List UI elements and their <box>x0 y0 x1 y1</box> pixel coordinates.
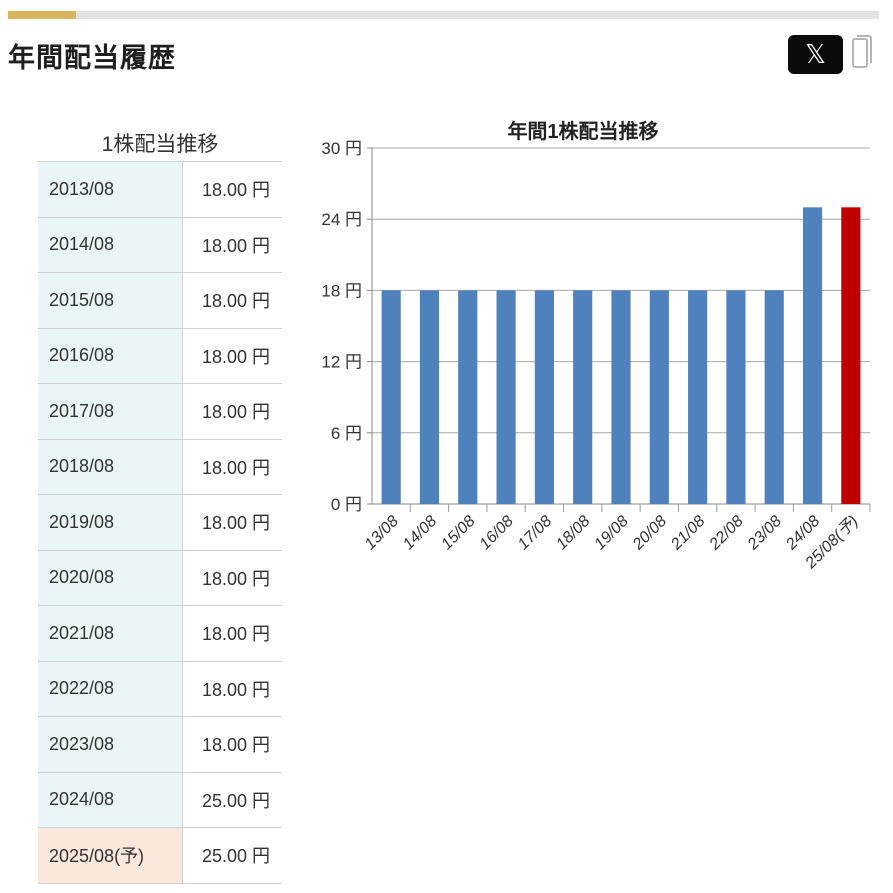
bar <box>419 290 440 504</box>
x-tick-label: 23/08 <box>744 513 785 554</box>
x-tick-label: 22/08 <box>706 513 747 554</box>
row-year: 2024/08 <box>38 772 183 828</box>
x-tick-label: 13/08 <box>362 513 402 553</box>
bar <box>458 290 478 504</box>
bar <box>726 290 746 504</box>
bar <box>611 290 631 504</box>
table-row: 2019/08 18.00 円 <box>38 494 282 551</box>
y-tick-label: 6 円 <box>331 424 362 443</box>
table-row: 2018/08 18.00 円 <box>38 439 282 495</box>
bars <box>381 207 861 504</box>
dividend-table: 2013/08 18.00 円 2014/08 18.00 円 2015/08 18.00… <box>38 161 282 884</box>
row-amount: 18.00 円 <box>182 716 282 773</box>
table-row: 2024/08 25.00 円 <box>38 772 282 828</box>
row-amount: 18.00 円 <box>182 550 282 606</box>
row-amount: 18.00 円 <box>182 605 282 662</box>
row-year: 2020/08 <box>38 550 183 606</box>
x-tick-label: 20/08 <box>629 513 670 554</box>
x-logo-icon: 𝕏 <box>805 39 826 70</box>
x-tick-label: 19/08 <box>591 513 631 553</box>
dividend-bar-chart: 年間1株配当推移 0 円 6 円 12 円 18 円 24 円 30 円 13/0814/0… <box>321 119 871 573</box>
row-year: 2015/08 <box>38 272 183 329</box>
table-row: 2020/08 18.00 円 <box>38 550 282 606</box>
bar-forecast <box>841 207 861 504</box>
row-amount: 18.00 円 <box>182 161 282 218</box>
row-amount: 18.00 円 <box>182 272 282 329</box>
bar <box>496 290 516 504</box>
bar <box>764 290 784 504</box>
chart-title: 年間1株配当推移 <box>507 119 658 143</box>
table-row: 2017/08 18.00 円 <box>38 383 282 440</box>
bar <box>802 207 823 504</box>
row-amount: 25.00 円 <box>182 772 282 828</box>
row-year: 2014/08 <box>38 217 183 273</box>
table-row: 2013/08 18.00 円 <box>38 161 282 218</box>
row-amount: 25.00 円 <box>182 827 282 884</box>
x-tick-label: 17/08 <box>515 513 555 553</box>
table-row: 2021/08 18.00 円 <box>38 605 282 662</box>
x-tick-label: 18/08 <box>553 513 593 553</box>
top-divider-accent <box>8 11 76 19</box>
row-year: 2021/08 <box>38 605 183 662</box>
row-amount: 18.00 円 <box>182 494 282 551</box>
y-tick-label: 30 円 <box>321 139 362 158</box>
y-tick-label: 12 円 <box>321 353 362 372</box>
row-year: 2017/08 <box>38 383 183 440</box>
x-share-button[interactable]: 𝕏 <box>788 35 843 74</box>
table-row: 2022/08 18.00 円 <box>38 661 282 717</box>
row-amount: 18.00 円 <box>182 217 282 273</box>
table-row: 2016/08 18.00 円 <box>38 328 282 384</box>
copy-icon[interactable] <box>851 33 873 73</box>
y-tick-label: 24 円 <box>321 210 362 229</box>
y-tick-label: 18 円 <box>321 281 362 300</box>
row-amount: 18.00 円 <box>182 328 282 384</box>
table-row: 2015/08 18.00 円 <box>38 272 282 329</box>
row-amount: 18.00 円 <box>182 439 282 495</box>
row-year: 2025/08(予) <box>38 827 183 884</box>
row-year: 2016/08 <box>38 328 183 384</box>
table-caption: 1株配当推移 <box>101 133 219 156</box>
bar <box>381 290 401 504</box>
row-amount: 18.00 円 <box>182 383 282 440</box>
bar <box>688 290 708 504</box>
table-row: 2025/08(予) 25.00 円 <box>38 827 282 884</box>
row-year: 2013/08 <box>38 161 183 218</box>
top-divider-bar <box>8 11 879 19</box>
y-tick-label: 0 円 <box>331 495 362 514</box>
x-tick-label: 16/08 <box>477 513 517 553</box>
x-tick-label: 21/08 <box>667 513 708 554</box>
row-amount: 18.00 円 <box>182 661 282 717</box>
row-year: 2023/08 <box>38 716 183 773</box>
bar <box>534 290 554 504</box>
x-tick-label: 14/08 <box>400 513 440 553</box>
section-title: 年間配当履歴 <box>8 43 176 73</box>
table-row: 2023/08 18.00 円 <box>38 716 282 773</box>
row-year: 2022/08 <box>38 661 183 717</box>
row-year: 2019/08 <box>38 494 183 551</box>
x-tick-label: 15/08 <box>438 513 478 553</box>
bar <box>573 290 593 504</box>
row-year: 2018/08 <box>38 439 183 495</box>
table-row: 2014/08 18.00 円 <box>38 217 282 273</box>
bar <box>649 290 669 504</box>
